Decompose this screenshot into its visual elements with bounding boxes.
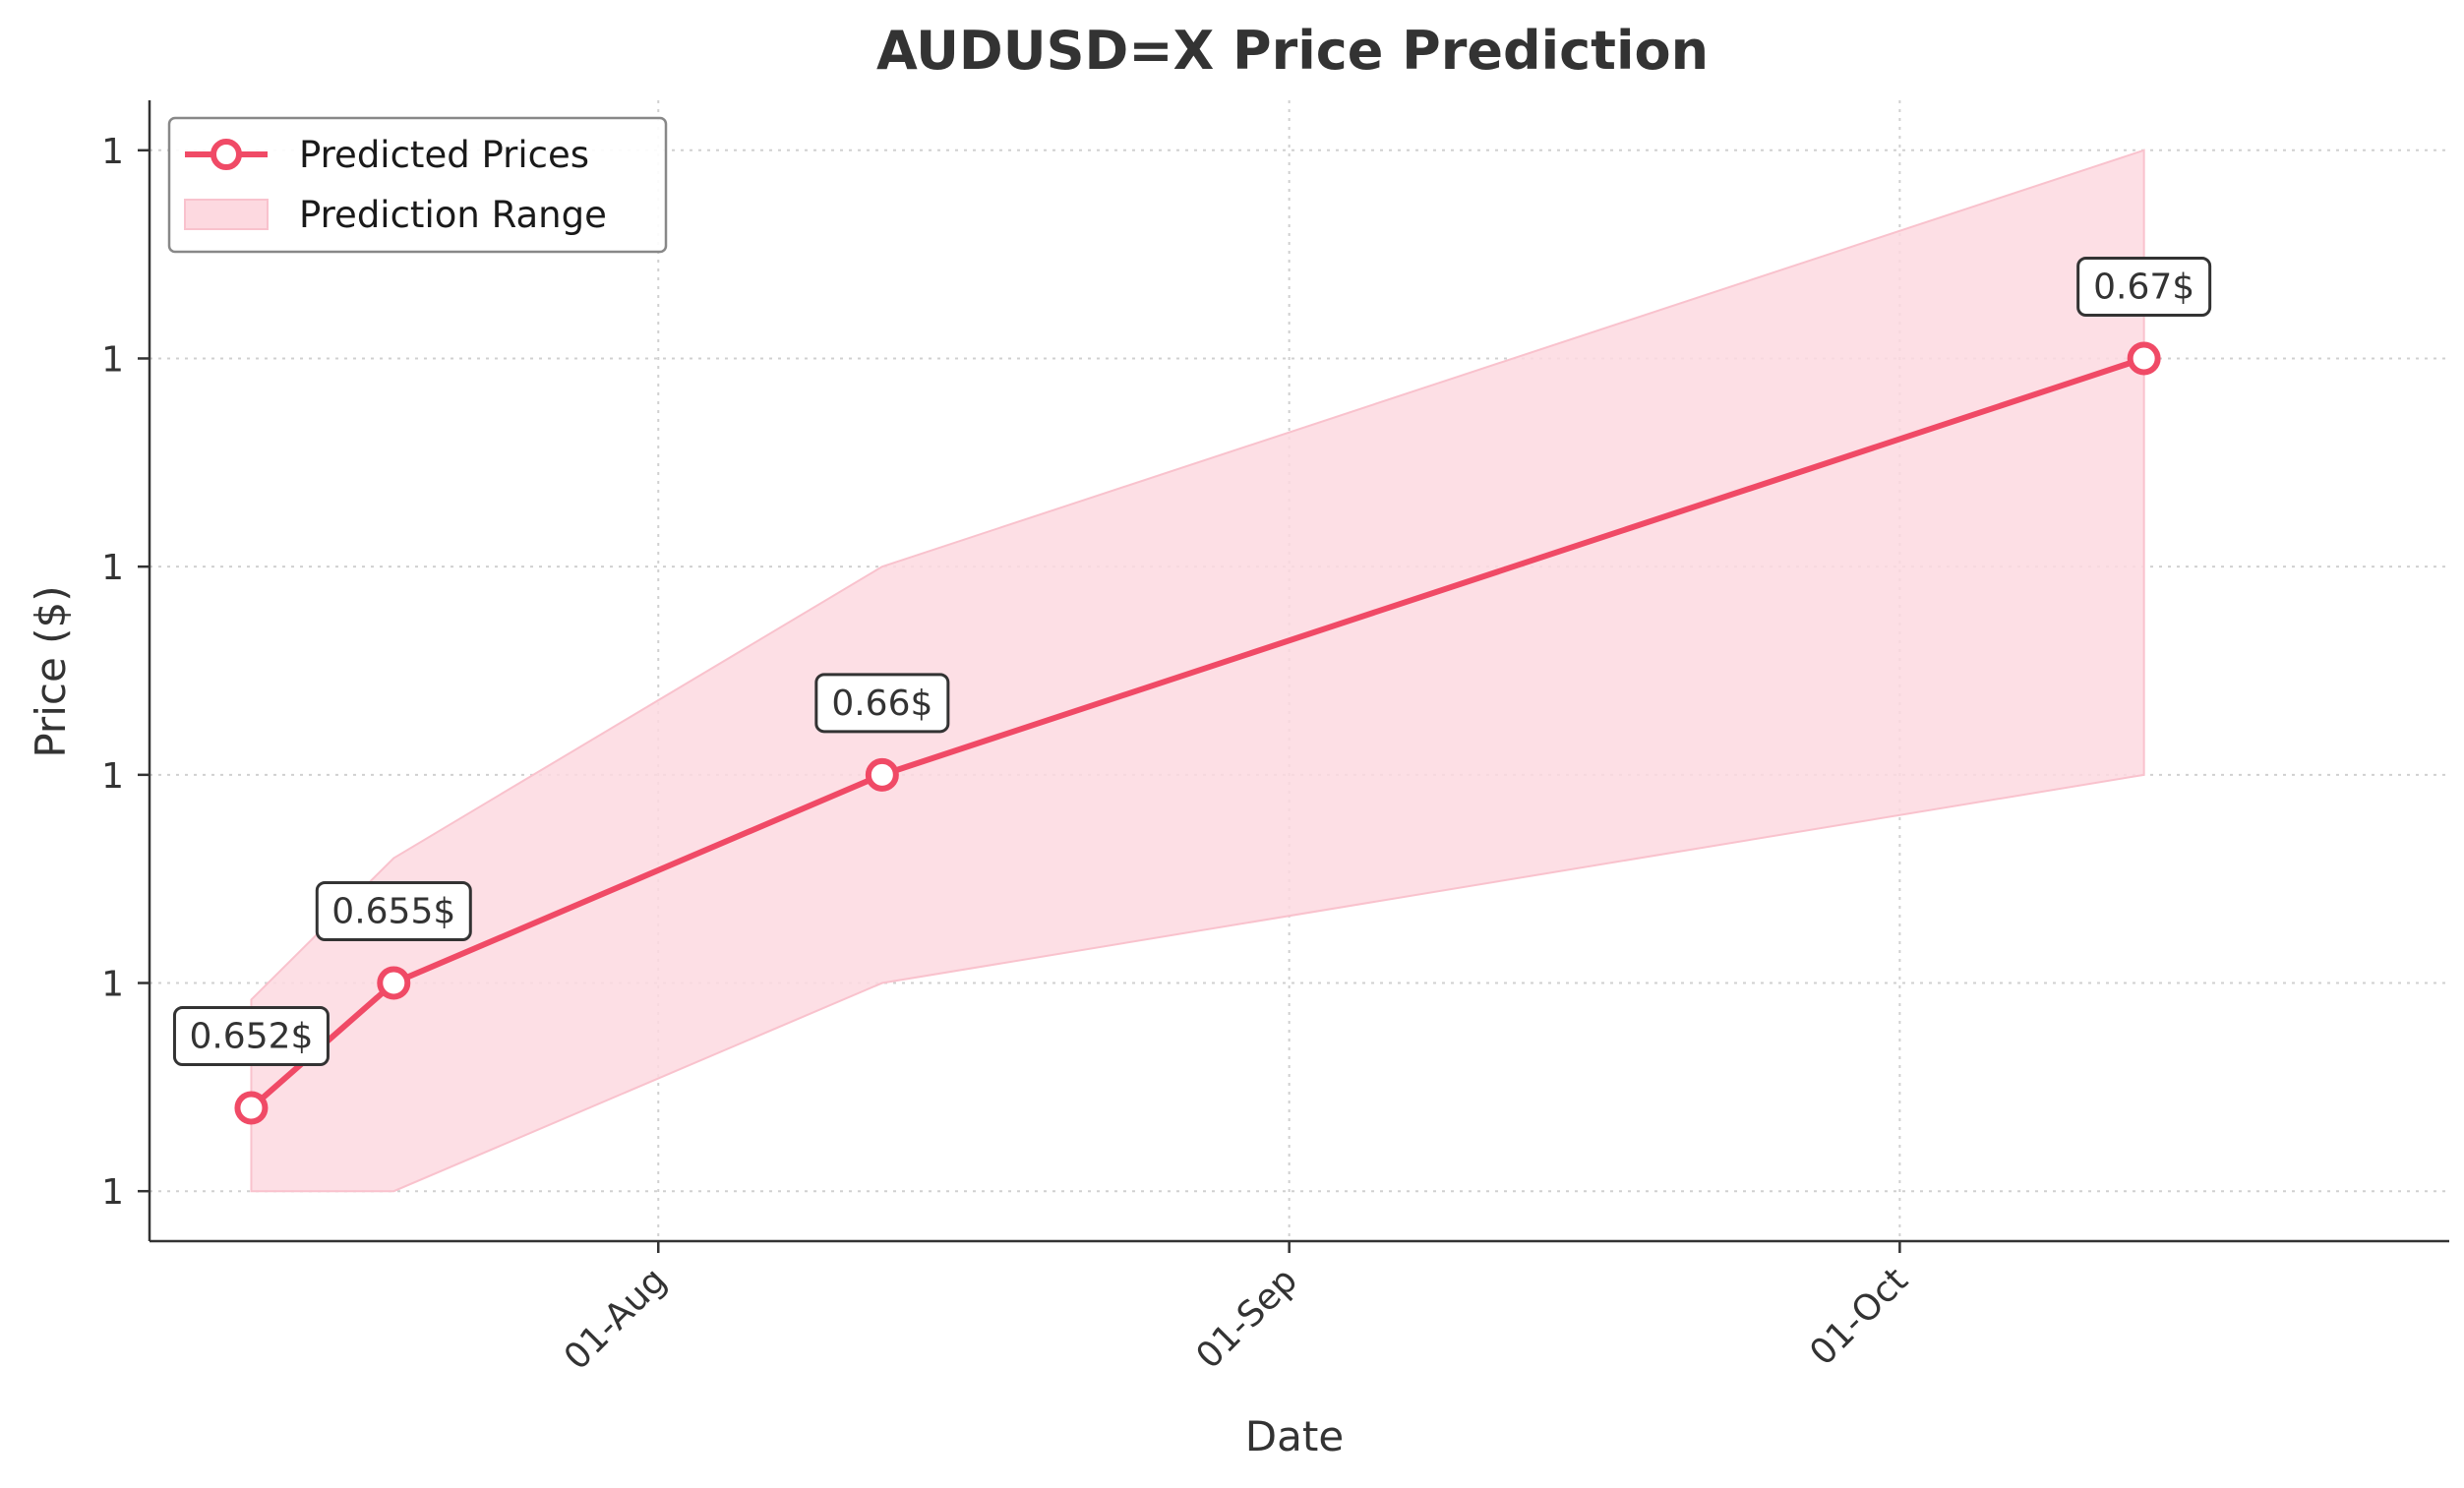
x-tick-label: 01-Sep xyxy=(1188,1260,1305,1377)
data-label-box xyxy=(315,881,472,942)
data-label: 0.66$ xyxy=(831,684,932,724)
y-tick-label: 1 xyxy=(101,1172,124,1213)
y-ticks: 1 1 1 1 1 1 xyxy=(101,132,150,1213)
legend-box xyxy=(167,116,668,254)
legend-range-swatch xyxy=(184,199,269,230)
y-tick-label: 1 xyxy=(101,339,124,380)
data-label-box xyxy=(2076,256,2212,317)
y-tick-label: 1 xyxy=(101,756,124,797)
data-point xyxy=(234,1091,269,1125)
legend-label-predicted: Predicted Prices xyxy=(299,134,589,176)
data-point xyxy=(865,757,899,792)
data-point xyxy=(377,966,411,1000)
legend-marker-swatch xyxy=(210,139,242,170)
data-label: 0.652$ xyxy=(189,1017,313,1057)
x-tick-label: 01-Oct xyxy=(1802,1260,1915,1373)
data-label: 0.67$ xyxy=(2093,267,2194,307)
y-axis-label: Price ($) xyxy=(27,585,75,757)
data-label-box xyxy=(814,673,950,734)
chart-title: AUDUSD=X Price Prediction xyxy=(876,20,1709,82)
data-point xyxy=(2127,341,2161,376)
axes xyxy=(148,100,2449,1243)
legend: Predicted Prices Prediction Range xyxy=(167,116,668,254)
data-label: 0.655$ xyxy=(331,892,455,932)
data-label-box xyxy=(172,1006,330,1067)
y-tick-label: 1 xyxy=(101,132,124,172)
y-tick-label: 1 xyxy=(101,548,124,588)
x-axis-label: Date xyxy=(1245,1412,1344,1460)
data-points xyxy=(234,341,2161,1125)
data-labels: 0.652$ 0.655$ 0.66$ 0.67$ xyxy=(172,256,2212,1067)
legend-label-range: Prediction Range xyxy=(299,194,607,236)
y-tick-label: 1 xyxy=(101,965,124,1005)
x-ticks: 01-Aug 01-Sep 01-Oct xyxy=(557,1241,1916,1378)
x-tick-label: 01-Aug xyxy=(557,1260,675,1378)
